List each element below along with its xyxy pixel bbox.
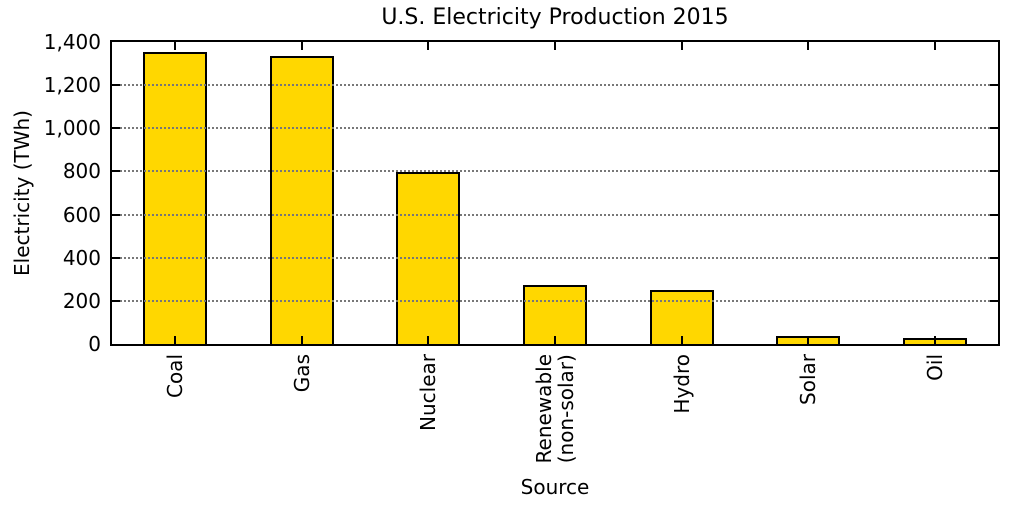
bottom-tick-gas	[300, 336, 303, 344]
gridline-1200	[112, 84, 998, 87]
bar-hydro	[649, 290, 714, 344]
left-tick-800	[112, 170, 120, 173]
gridline-800	[112, 170, 998, 173]
ytick-label-1200: 1,200	[43, 73, 101, 98]
top-tick-coal	[174, 42, 177, 50]
right-tick-1000	[990, 127, 998, 130]
xtick-label-renewable-non-solar: Renewable (non-solar)	[532, 354, 578, 464]
top-tick-gas	[300, 42, 303, 50]
gridline-400	[112, 256, 998, 259]
xtick-label-solar: Solar	[796, 354, 821, 405]
left-tick-400	[112, 256, 120, 259]
ytick-label-1000: 1,000	[43, 116, 101, 141]
bottom-tick-renewable-non-solar	[554, 336, 556, 344]
ytick-label-800: 800	[62, 159, 101, 184]
bottom-tick-nuclear	[427, 336, 430, 344]
ytick-label-0: 0	[88, 332, 101, 356]
left-tick-600	[112, 213, 120, 216]
bar-renewable-non-solar	[523, 285, 587, 344]
ytick-label-1400: 1,400	[43, 30, 101, 54]
xtick-label-hydro: Hydro	[669, 354, 694, 414]
bar-gas	[269, 56, 334, 344]
ytick-label-200: 200	[62, 288, 101, 313]
bottom-tick-hydro	[680, 336, 683, 344]
right-tick-1200	[990, 84, 998, 87]
xtick-label-oil: Oil	[922, 354, 947, 381]
plot-area	[110, 40, 1000, 346]
bottom-tick-solar	[807, 336, 810, 344]
right-tick-400	[990, 256, 998, 259]
right-tick-200	[990, 299, 998, 302]
top-tick-renewable-non-solar	[554, 42, 556, 50]
gridline-200	[112, 299, 998, 302]
top-tick-oil	[933, 42, 936, 50]
chart-title: U.S. Electricity Production 2015	[381, 5, 729, 30]
bottom-tick-coal	[174, 336, 177, 344]
top-tick-hydro	[680, 42, 683, 50]
left-tick-1000	[112, 127, 120, 130]
x-axis-label: Source	[520, 475, 590, 499]
ytick-label-600: 600	[62, 202, 101, 227]
left-tick-1200	[112, 84, 120, 87]
left-tick-200	[112, 299, 120, 302]
bar-coal	[143, 52, 208, 344]
bottom-tick-oil	[933, 336, 936, 344]
xtick-label-coal: Coal	[163, 354, 188, 399]
right-tick-600	[990, 213, 998, 216]
gridline-1000	[112, 127, 998, 130]
right-tick-800	[990, 170, 998, 173]
xtick-label-gas: Gas	[289, 354, 314, 393]
gridline-600	[112, 213, 998, 216]
ytick-label-400: 400	[62, 245, 101, 270]
top-tick-nuclear	[427, 42, 430, 50]
top-tick-solar	[807, 42, 810, 50]
xtick-label-nuclear: Nuclear	[416, 354, 441, 431]
